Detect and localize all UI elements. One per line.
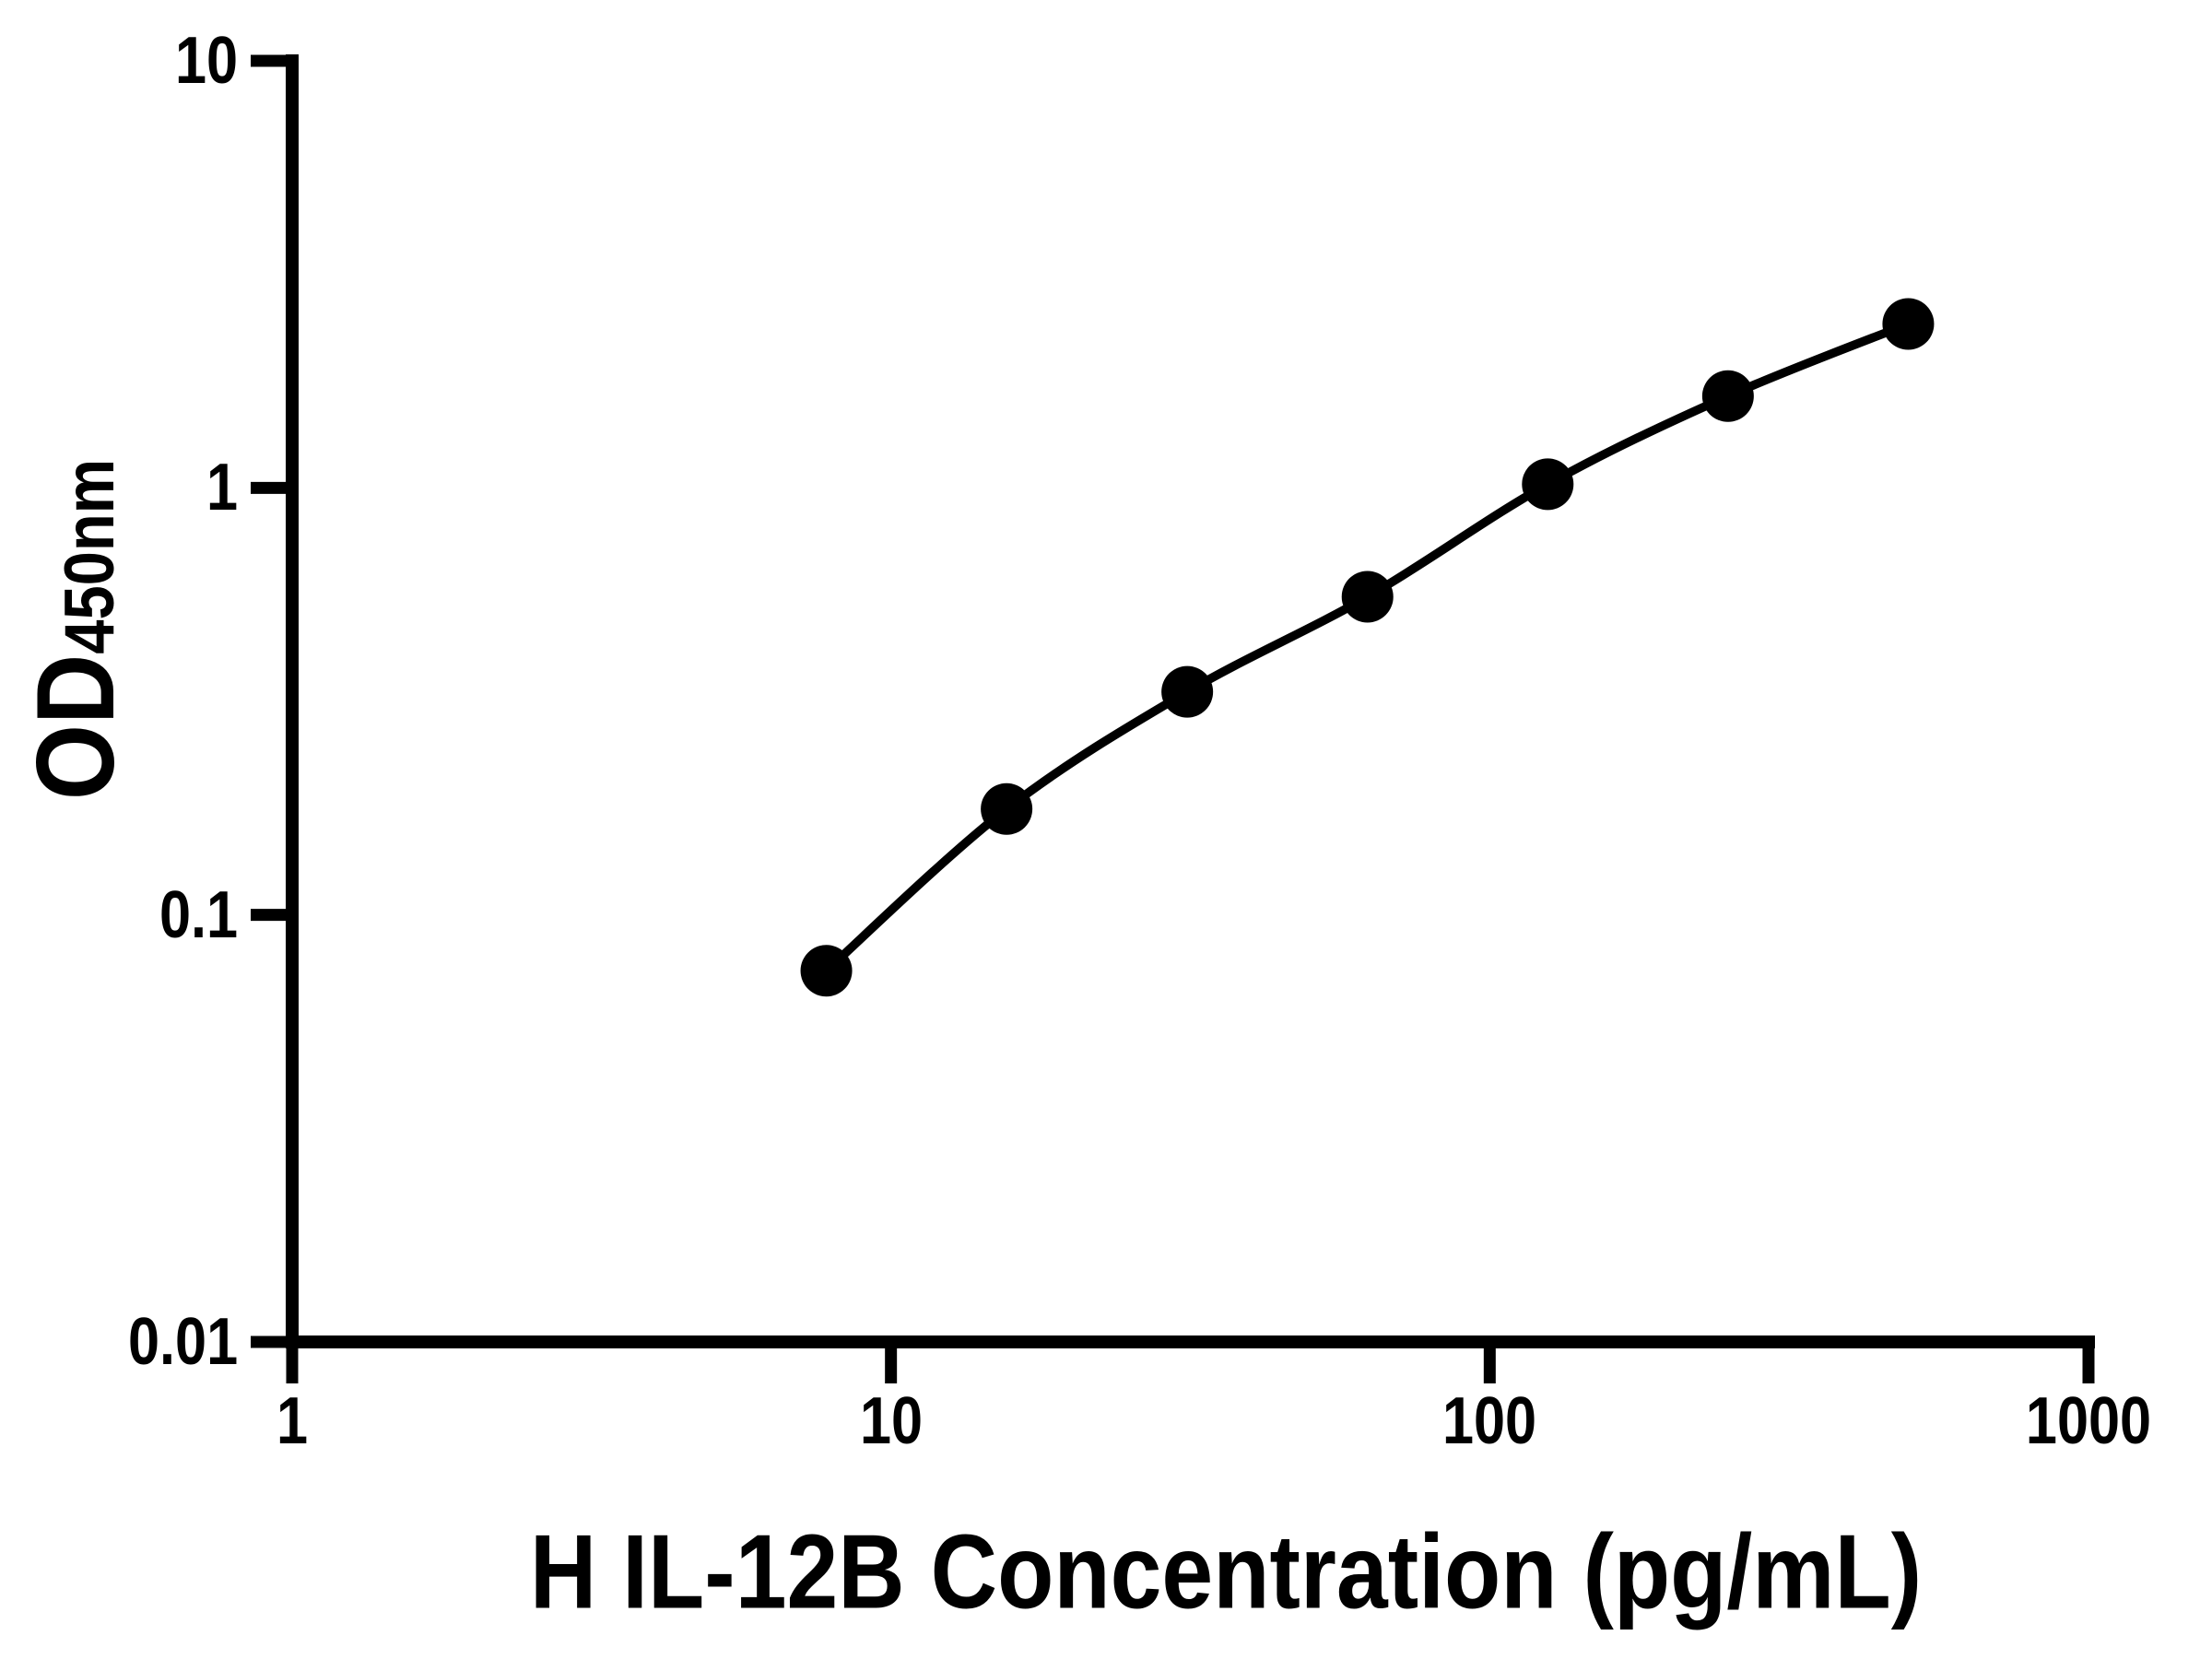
y-tick-text: 0.1: [159, 877, 238, 952]
y-tick-text: 1: [206, 451, 238, 525]
x-tick-text: 100: [1442, 1384, 1537, 1458]
data-point: [1701, 370, 1754, 422]
y-tick-label-1: 1: [201, 454, 238, 521]
y-tick-label-10: 10: [164, 28, 238, 94]
y-tick-label-0.01: 0.01: [109, 1309, 238, 1375]
y-axis-title: OD450nm: [12, 459, 139, 800]
fit-curve: [823, 320, 1911, 974]
x-tick-text: 1: [276, 1384, 309, 1458]
data-point: [1882, 298, 1935, 350]
x-tick-label-1: 1: [274, 1388, 311, 1454]
y-tick-label-0.1: 0.1: [146, 882, 238, 948]
data-point: [1161, 665, 1214, 718]
x-tick-label-1000: 1000: [2015, 1388, 2162, 1454]
x-tick-text: 1000: [2025, 1384, 2152, 1458]
y-tick-text: 0.01: [127, 1305, 238, 1379]
y-axis-title-main: OD: [14, 653, 137, 801]
data-point: [1522, 458, 1574, 511]
x-tick-label-100: 100: [1434, 1388, 1545, 1454]
y-axis-title-subscript: 450nm: [51, 458, 129, 654]
data-point: [800, 945, 853, 997]
x-tick-label-10: 10: [854, 1388, 928, 1454]
y-tick-text: 10: [174, 24, 238, 98]
data-point: [1341, 571, 1394, 623]
x-axis-title: H IL-12B Concentration (pg/mL): [529, 1513, 1923, 1631]
x-tick-text: 10: [859, 1384, 923, 1458]
data-point: [981, 782, 1033, 835]
